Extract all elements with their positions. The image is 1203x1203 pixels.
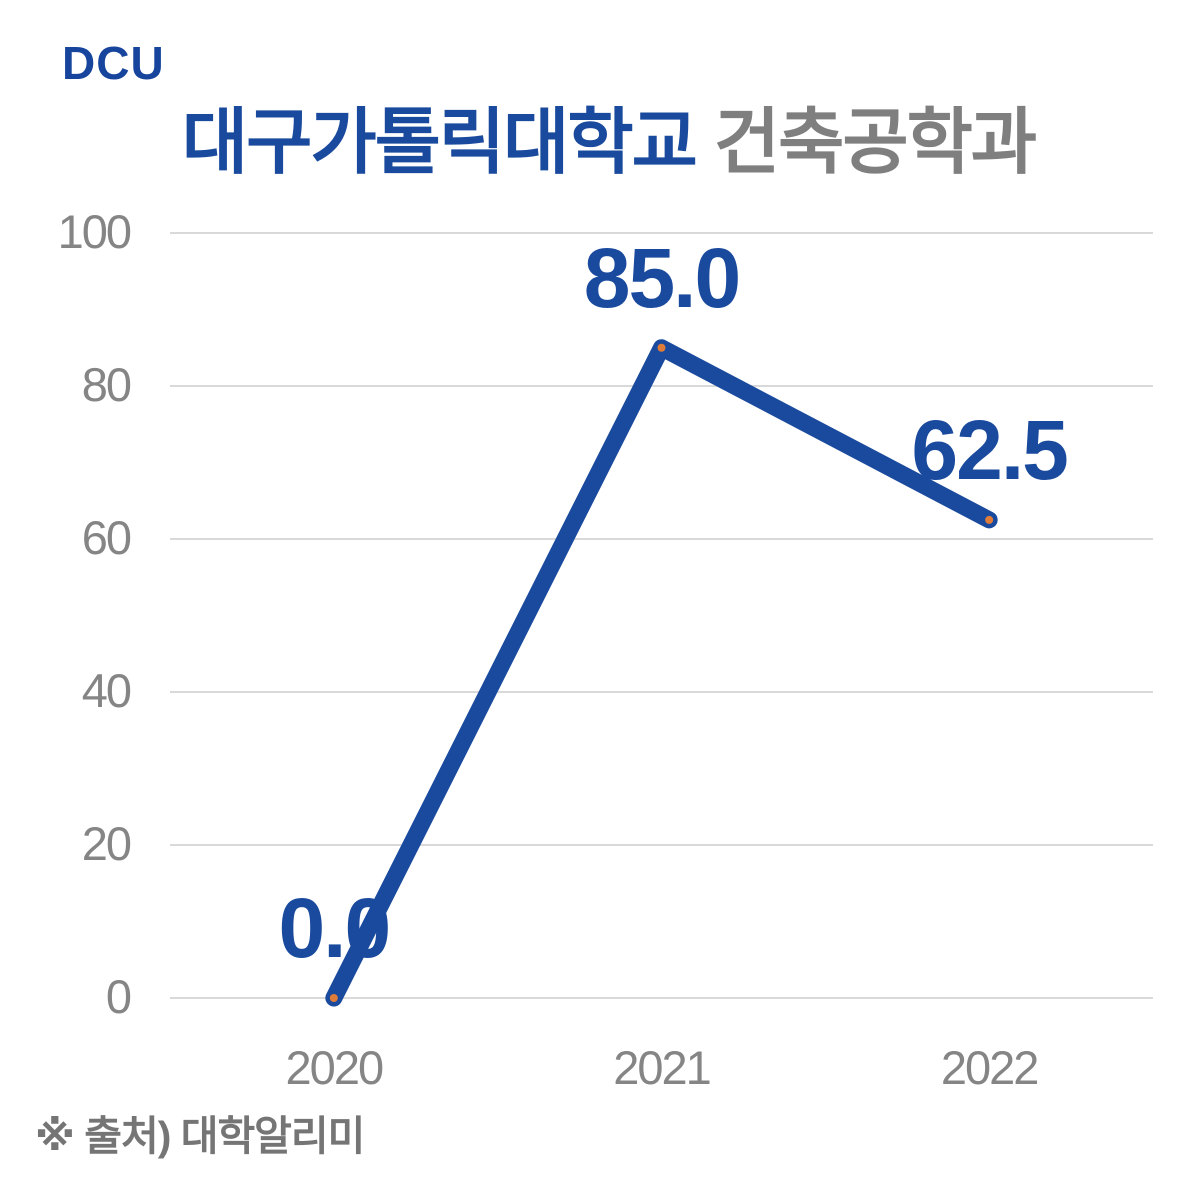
y-axis-tick-label: 100 — [57, 205, 132, 258]
y-axis-tick-label: 60 — [81, 511, 132, 564]
data-point-label: 62.5 — [911, 402, 1068, 497]
y-axis-tick-label: 40 — [81, 664, 132, 717]
data-point-marker — [329, 994, 338, 1002]
x-axis-tick-label: 2021 — [613, 1041, 712, 1094]
x-axis-tick-label: 2020 — [285, 1041, 385, 1094]
data-point-label: 85.0 — [583, 230, 741, 325]
data-point-marker — [657, 343, 666, 352]
data-point-label: 0.0 — [278, 881, 391, 975]
dcu-logo: DCU — [62, 37, 165, 89]
y-axis-tick-label: 20 — [81, 817, 132, 870]
series-line — [325, 339, 998, 1007]
y-axis-tick-label: 0 — [105, 970, 132, 1023]
chart-title-university: 대구가톨릭대학교 — [181, 103, 698, 183]
data-point-marker — [985, 515, 994, 524]
x-axis-tick-label: 2022 — [940, 1041, 1040, 1094]
y-axis-tick-label: 80 — [81, 358, 132, 411]
chart-title: 대구가톨릭대학교 건축공학과 — [0, 103, 1203, 183]
source-note: ※ 출처) 대학알리미 — [35, 1113, 365, 1159]
chart-title-department: 건축공학과 — [695, 103, 1037, 183]
